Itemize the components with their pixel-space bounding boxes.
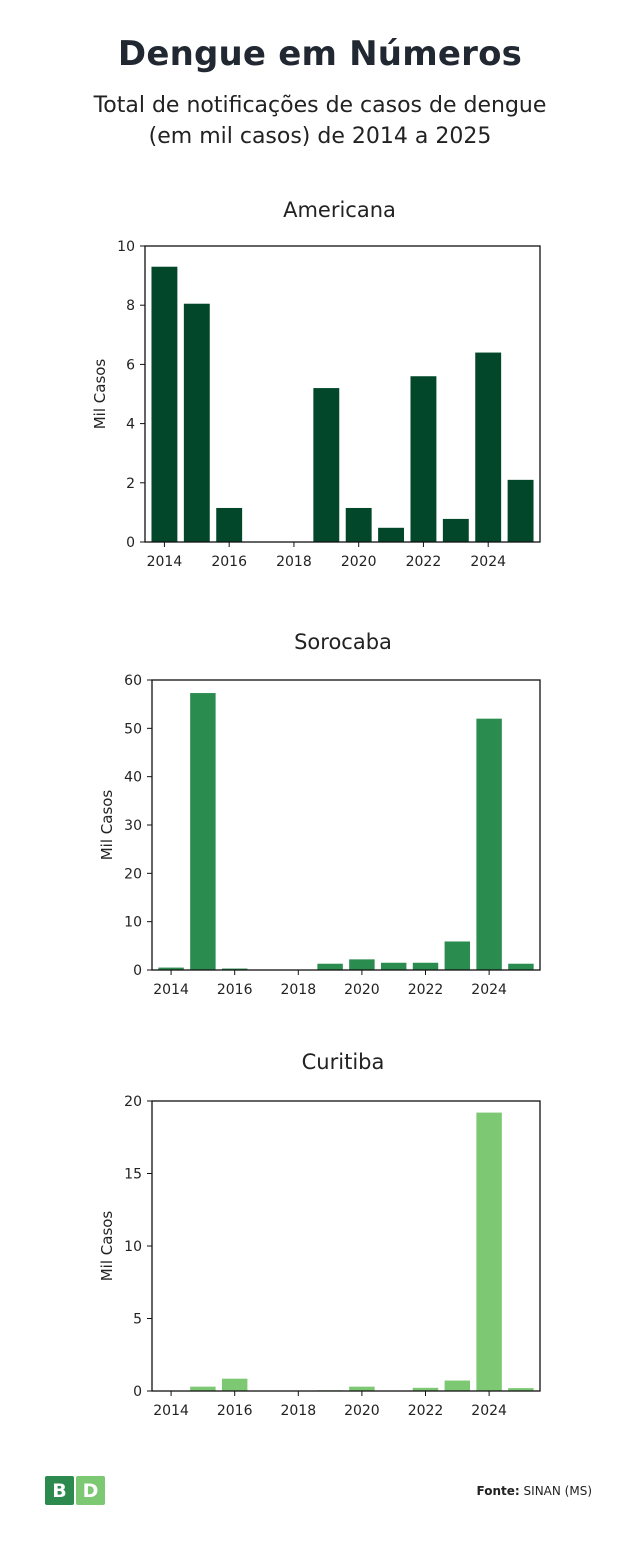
y-tick-label: 10 bbox=[124, 915, 142, 931]
y-tick-label: 20 bbox=[124, 866, 142, 882]
y-tick-label: 60 bbox=[124, 673, 142, 689]
page-title: Dengue em Números bbox=[117, 34, 523, 74]
x-tick-label: 2014 bbox=[147, 554, 183, 570]
bar-2014 bbox=[158, 967, 184, 970]
logo-letter-d: D bbox=[76, 1476, 105, 1505]
y-tick-label: 0 bbox=[126, 535, 135, 551]
bar-2024 bbox=[476, 1112, 502, 1391]
x-tick-label: 2022 bbox=[406, 554, 442, 570]
bar-2023 bbox=[444, 941, 471, 970]
y-tick-label: 15 bbox=[124, 1167, 142, 1183]
y-tick-label: 6 bbox=[126, 357, 135, 373]
y-axis-label: Mil Casos bbox=[91, 359, 109, 430]
x-tick-label: 2022 bbox=[408, 1403, 444, 1419]
bar-2020 bbox=[345, 507, 372, 542]
chart-curitiba-svg: Curitiba 0 5 10 15 20 2014 2016 2018 2020 2022 2024… bbox=[98, 1050, 541, 1419]
bar-2020 bbox=[349, 959, 375, 970]
x-tick-label: 2016 bbox=[211, 554, 247, 570]
y-tick-label: 5 bbox=[133, 1312, 142, 1328]
bar-2022 bbox=[410, 376, 437, 542]
chart-title: Curitiba bbox=[302, 1050, 385, 1074]
x-tick-label: 2018 bbox=[280, 1403, 316, 1419]
bd-logo: B D bbox=[45, 1476, 107, 1505]
bar-2016 bbox=[216, 507, 243, 542]
y-tick-label: 0 bbox=[133, 963, 142, 979]
bar-2019 bbox=[317, 963, 343, 970]
chart-title: Sorocaba bbox=[294, 630, 392, 654]
chart-sorocaba: Sorocaba 0 10 20 30 40 50 60 2014 2016 2018 2020 202… bbox=[0, 622, 640, 1012]
y-tick-label: 8 bbox=[126, 298, 135, 314]
source-label: Fonte: bbox=[476, 1484, 520, 1498]
x-tick-label: 2014 bbox=[153, 1403, 189, 1419]
bar-2022 bbox=[412, 962, 439, 970]
bar-2025 bbox=[508, 963, 534, 970]
bar-2021 bbox=[380, 962, 407, 970]
bar-2025 bbox=[508, 1388, 534, 1391]
y-tick-label: 20 bbox=[124, 1094, 142, 1110]
bar-2025 bbox=[507, 479, 534, 542]
x-tick-label: 2020 bbox=[341, 554, 377, 570]
x-tick-label: 2024 bbox=[471, 982, 507, 998]
chart-americana-svg: Americana 0 2 4 6 8 10 2014 2016 2018 2020 2022 2024… bbox=[91, 198, 541, 570]
x-tick-label: 2018 bbox=[276, 554, 312, 570]
bar-2015 bbox=[183, 303, 210, 542]
bar-2024 bbox=[475, 352, 502, 542]
chart-sorocaba-svg: Sorocaba 0 10 20 30 40 50 60 2014 2016 2018 2020 202… bbox=[98, 630, 541, 998]
y-tick-label: 10 bbox=[117, 239, 135, 255]
y-tick-label: 4 bbox=[126, 417, 135, 433]
bar-2015 bbox=[190, 1386, 216, 1391]
y-tick-label: 40 bbox=[124, 770, 142, 786]
x-tick-label: 2018 bbox=[280, 982, 316, 998]
y-tick-label: 30 bbox=[124, 818, 142, 834]
source-note: Fonte: SINAN (MS) bbox=[477, 1484, 592, 1498]
plot-frame bbox=[144, 245, 541, 543]
chart-title: Americana bbox=[283, 198, 396, 222]
bar-2016 bbox=[221, 968, 248, 970]
x-tick-label: 2020 bbox=[344, 1403, 380, 1419]
bar-2022 bbox=[412, 1387, 439, 1391]
chart-americana: Americana 0 2 4 6 8 10 2014 2016 2018 2020 2022 2024… bbox=[0, 190, 640, 580]
y-tick-label: 0 bbox=[133, 1384, 142, 1400]
x-tick-label: 2014 bbox=[153, 982, 189, 998]
source-value: SINAN (MS) bbox=[523, 1484, 592, 1498]
x-tick-label: 2024 bbox=[471, 1403, 507, 1419]
y-tick-label: 50 bbox=[124, 721, 142, 737]
subtitle-line-1: Total de notificações de casos de dengue bbox=[93, 93, 547, 118]
x-tick-label: 2024 bbox=[470, 554, 506, 570]
subtitle-line-2: (em mil casos) de 2014 a 2025 bbox=[148, 124, 492, 149]
y-tick-label: 10 bbox=[124, 1239, 142, 1255]
bar-2016 bbox=[221, 1378, 248, 1391]
bar-2015 bbox=[190, 693, 216, 970]
chart-curitiba: Curitiba 0 5 10 15 20 2014 2016 2018 2020 2022 2024… bbox=[0, 1042, 640, 1432]
y-axis-label: Mil Casos bbox=[98, 1211, 116, 1282]
x-tick-label: 2016 bbox=[217, 982, 253, 998]
bar-2020 bbox=[349, 1386, 375, 1391]
bar-2024 bbox=[476, 718, 502, 970]
bar-2021 bbox=[378, 527, 405, 542]
y-axis-label: Mil Casos bbox=[98, 790, 116, 861]
logo-letter-b: B bbox=[45, 1476, 74, 1505]
bar-2023 bbox=[442, 518, 469, 542]
x-tick-label: 2020 bbox=[344, 982, 380, 998]
bar-2019 bbox=[313, 388, 340, 542]
bar-2023 bbox=[444, 1380, 471, 1391]
y-tick-label: 2 bbox=[126, 476, 135, 492]
page-subtitle: Total de notificações de casos de dengue… bbox=[60, 90, 580, 152]
x-tick-label: 2016 bbox=[217, 1403, 253, 1419]
bar-2014 bbox=[151, 266, 178, 542]
x-tick-label: 2022 bbox=[408, 982, 444, 998]
